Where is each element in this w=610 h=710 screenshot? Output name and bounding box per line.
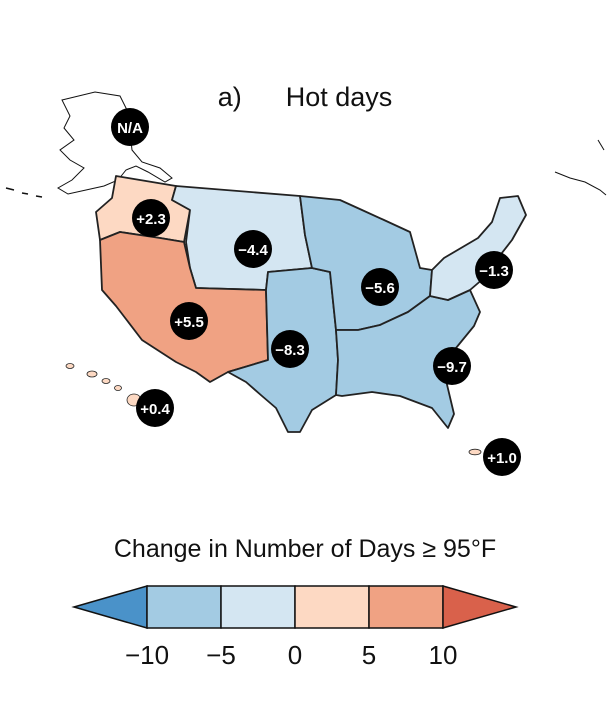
badge-value-alaska: N/A — [117, 120, 143, 137]
badge-northwest: +2.3 — [132, 199, 170, 237]
colorbar-segment-m5-0 — [220, 585, 296, 629]
legend-title: Change in Number of Days ≥ 95°F — [113, 535, 497, 563]
badge-southeast: −9.7 — [433, 347, 471, 385]
badge-southern-great-plains: −8.3 — [271, 330, 309, 368]
us-map: +2.3 −4.4 +5.5 −8.3 −5.6 −9.7 −1.3 N/A — [5, 91, 607, 476]
colorbar-segment-0-5 — [294, 585, 370, 629]
badge-value-midwest: −5.6 — [365, 280, 395, 297]
badge-alaska: N/A — [111, 108, 149, 146]
panel-title: a) Hot days — [0, 82, 610, 113]
badge-value-southwest: +5.5 — [174, 314, 204, 331]
colorbar-tick-m10: −10 — [124, 640, 170, 670]
badge-value-puerto-rico: +1.0 — [487, 450, 517, 467]
badge-value-northeast: −1.3 — [479, 263, 509, 280]
colorbar-tick-m5: −5 — [206, 640, 236, 670]
badge-value-southeast: −9.7 — [437, 359, 467, 376]
badge-midwest: −5.6 — [361, 268, 399, 306]
badge-value-northern-great-plains: −4.4 — [238, 242, 268, 259]
canada-edge-right — [597, 139, 605, 151]
colorbar-tick-0: 0 — [287, 640, 303, 670]
badge-puerto-rico: +1.0 — [483, 438, 521, 476]
badge-value-northwest: +2.3 — [136, 211, 166, 228]
alaska-islands — [5, 187, 43, 198]
colorbar-tick-10: 10 — [428, 640, 458, 670]
badge-southwest: +5.5 — [170, 302, 208, 340]
region-hawaii — [65, 363, 142, 407]
canada-edge — [554, 171, 607, 196]
panel-name: Hot days — [285, 82, 393, 112]
value-badges: +2.3 −4.4 +5.5 −8.3 −5.6 −9.7 −1.3 N/A — [111, 108, 521, 476]
colorbar-tick-5: 5 — [361, 640, 377, 670]
panel-label: a) — [217, 82, 242, 112]
badge-value-southern-great-plains: −8.3 — [275, 342, 305, 359]
badge-northern-great-plains: −4.4 — [234, 230, 272, 268]
region-northeast — [429, 195, 527, 301]
region-puerto-rico — [468, 448, 482, 456]
colorbar-segment-lt-m10 — [71, 585, 148, 629]
colorbar-segment-gt-10 — [442, 585, 519, 629]
colorbar-segment-m10-m5 — [146, 585, 222, 629]
colorbar-segment-5-10 — [368, 585, 444, 629]
badge-value-hawaii: +0.4 — [140, 401, 170, 418]
badge-hawaii: +0.4 — [136, 389, 174, 427]
badge-northeast: −1.3 — [475, 251, 513, 289]
colorbar — [71, 585, 519, 629]
